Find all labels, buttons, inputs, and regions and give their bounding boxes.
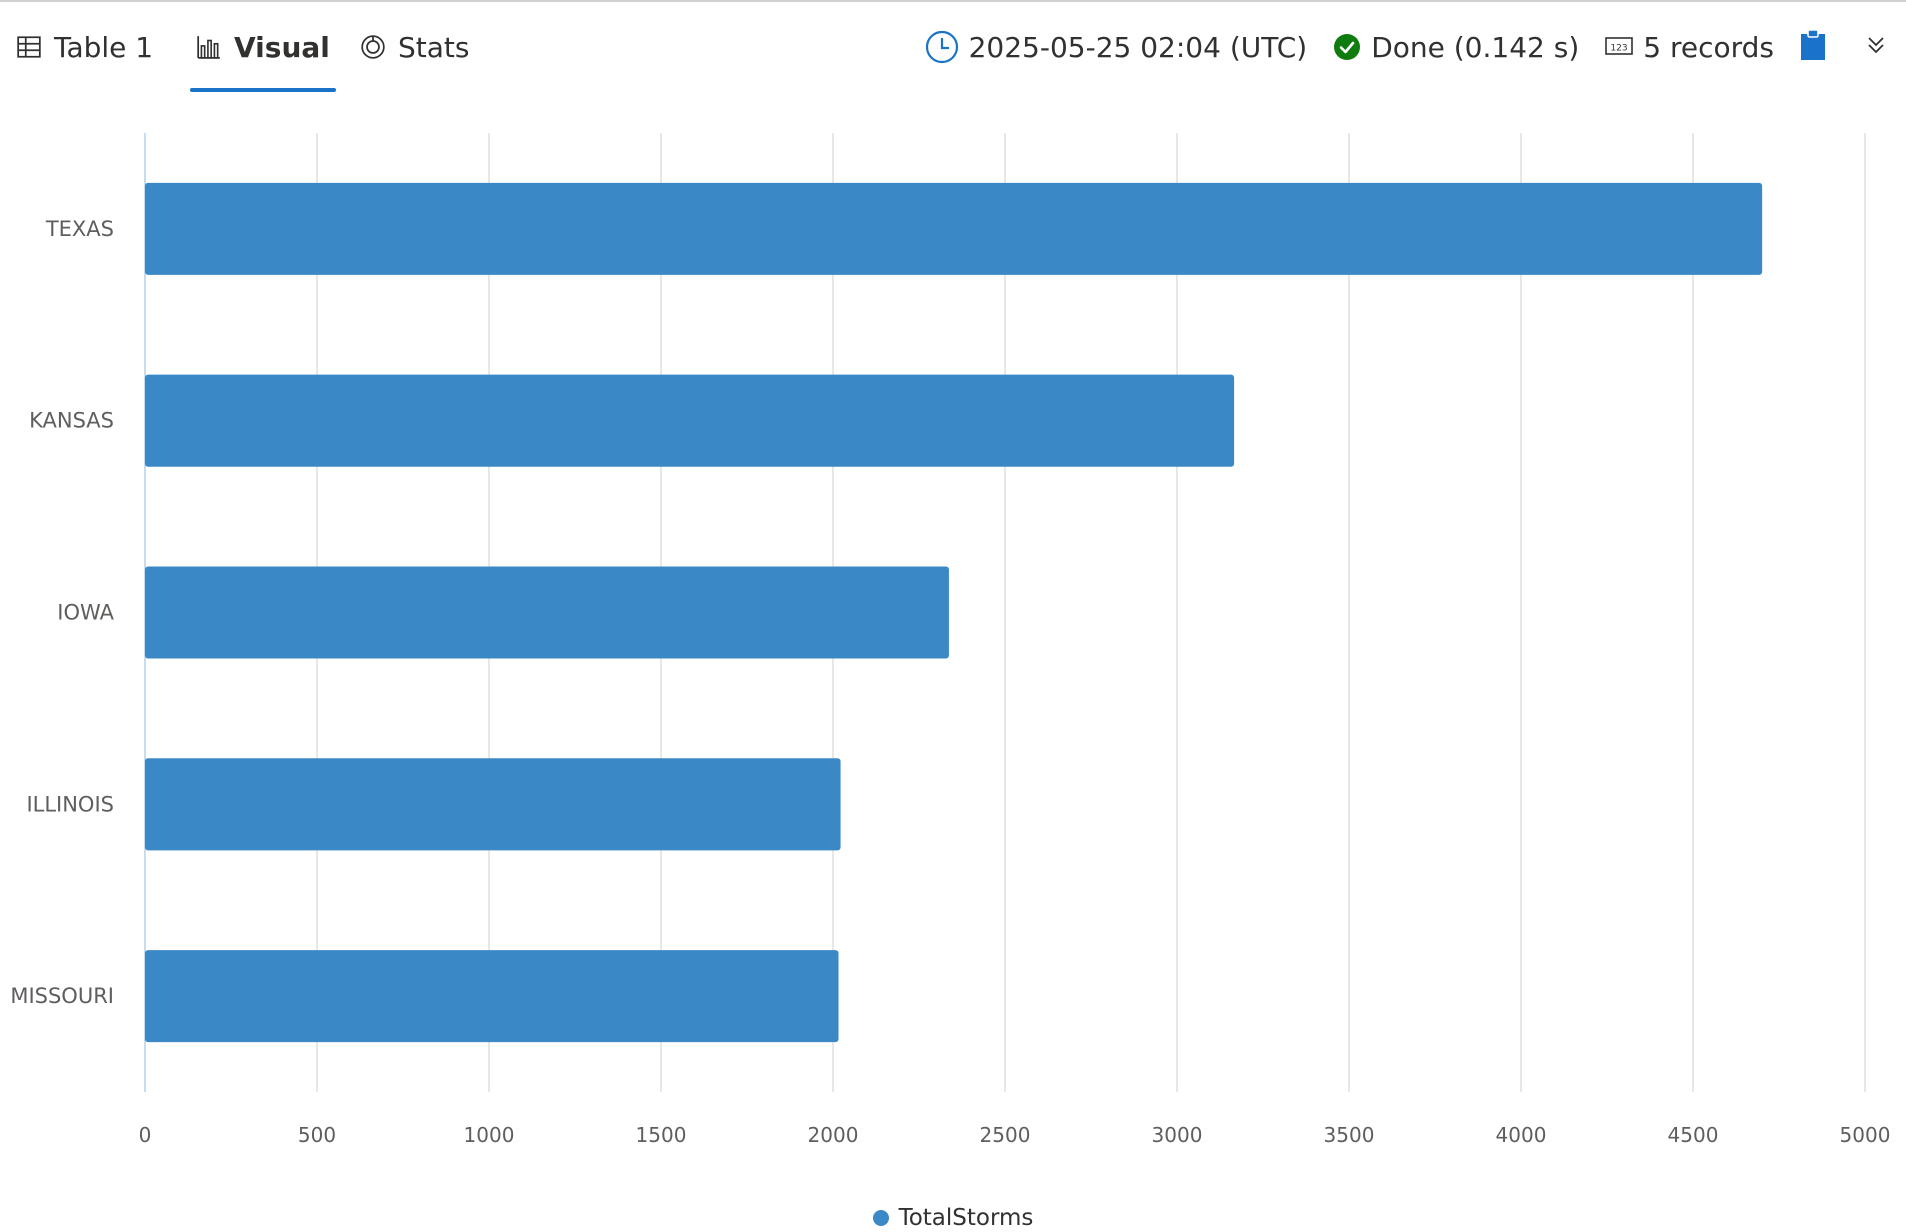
y-category-label: MISSOURI [10, 984, 114, 1008]
number-icon: 123 [1605, 37, 1634, 55]
bar-chart: TEXAS KANSAS IOWA ILLINOIS MISSOURI 0 500 1000… [10, 133, 1891, 1147]
active-tab-indicator [190, 88, 336, 92]
chevron-double-down-icon [1868, 37, 1884, 54]
results-toolbar: Table 1 Visual Stats [0, 2, 1906, 97]
copy-button[interactable] [1800, 29, 1826, 65]
tab-label: Stats [398, 30, 470, 64]
legend-marker [872, 1210, 889, 1226]
done-status: Done (0.142 s) [1333, 31, 1579, 64]
expand-button[interactable] [1866, 34, 1886, 60]
x-tick-label: 500 [298, 1123, 336, 1147]
tab-stats[interactable]: Stats [360, 2, 469, 92]
tab-visual[interactable]: Visual [190, 2, 336, 92]
tab-label: Visual [234, 30, 330, 64]
legend-label: TotalStorms [898, 1205, 1034, 1231]
x-tick-label: 5000 [1840, 1123, 1891, 1147]
records-text: 5 records [1643, 30, 1774, 64]
chart-legend[interactable]: TotalStorms [0, 1205, 1906, 1231]
bar[interactable] [145, 182, 1763, 275]
bar[interactable] [145, 566, 949, 659]
clipboard-icon [1801, 29, 1825, 60]
status-area: 2025-05-25 02:04 (UTC) Done (0.142 s) 12… [925, 2, 1906, 92]
y-category-label: KANSAS [29, 409, 114, 433]
x-tick-label: 2000 [808, 1123, 859, 1147]
clock-icon [925, 30, 958, 64]
done-text: Done (0.142 s) [1371, 30, 1580, 64]
y-category-label: ILLINOIS [26, 792, 114, 816]
table-icon [17, 36, 41, 58]
check-circle-icon [1334, 34, 1361, 60]
tab-label: Table 1 [54, 30, 154, 64]
svg-text:123: 123 [1611, 44, 1628, 54]
y-category-label: IOWA [57, 601, 114, 625]
stats-icon [361, 35, 385, 59]
tab-table-1[interactable]: Table 1 [16, 2, 153, 92]
timestamp-text: 2025-05-25 02:04 (UTC) [968, 30, 1308, 64]
bar-chart-icon [197, 36, 220, 59]
chart-area: TEXAS KANSAS IOWA ILLINOIS MISSOURI 0 500 1000… [0, 97, 1906, 1232]
bar[interactable] [145, 758, 841, 851]
x-tick-label: 1500 [636, 1123, 687, 1147]
bar[interactable] [145, 950, 839, 1043]
timestamp-status: 2025-05-25 02:04 (UTC) [925, 30, 1308, 64]
x-tick-label: 4000 [1496, 1123, 1547, 1147]
bar[interactable] [145, 374, 1235, 467]
x-tick-label: 3500 [1324, 1123, 1375, 1147]
x-tick-label: 2500 [980, 1123, 1031, 1147]
x-tick-label: 1000 [464, 1123, 515, 1147]
x-tick-label: 4500 [1668, 1123, 1719, 1147]
x-tick-label: 0 [139, 1123, 152, 1147]
x-tick-label: 3000 [1152, 1123, 1203, 1147]
y-category-label: TEXAS [45, 217, 114, 241]
records-status: 123 5 records [1605, 31, 1774, 64]
